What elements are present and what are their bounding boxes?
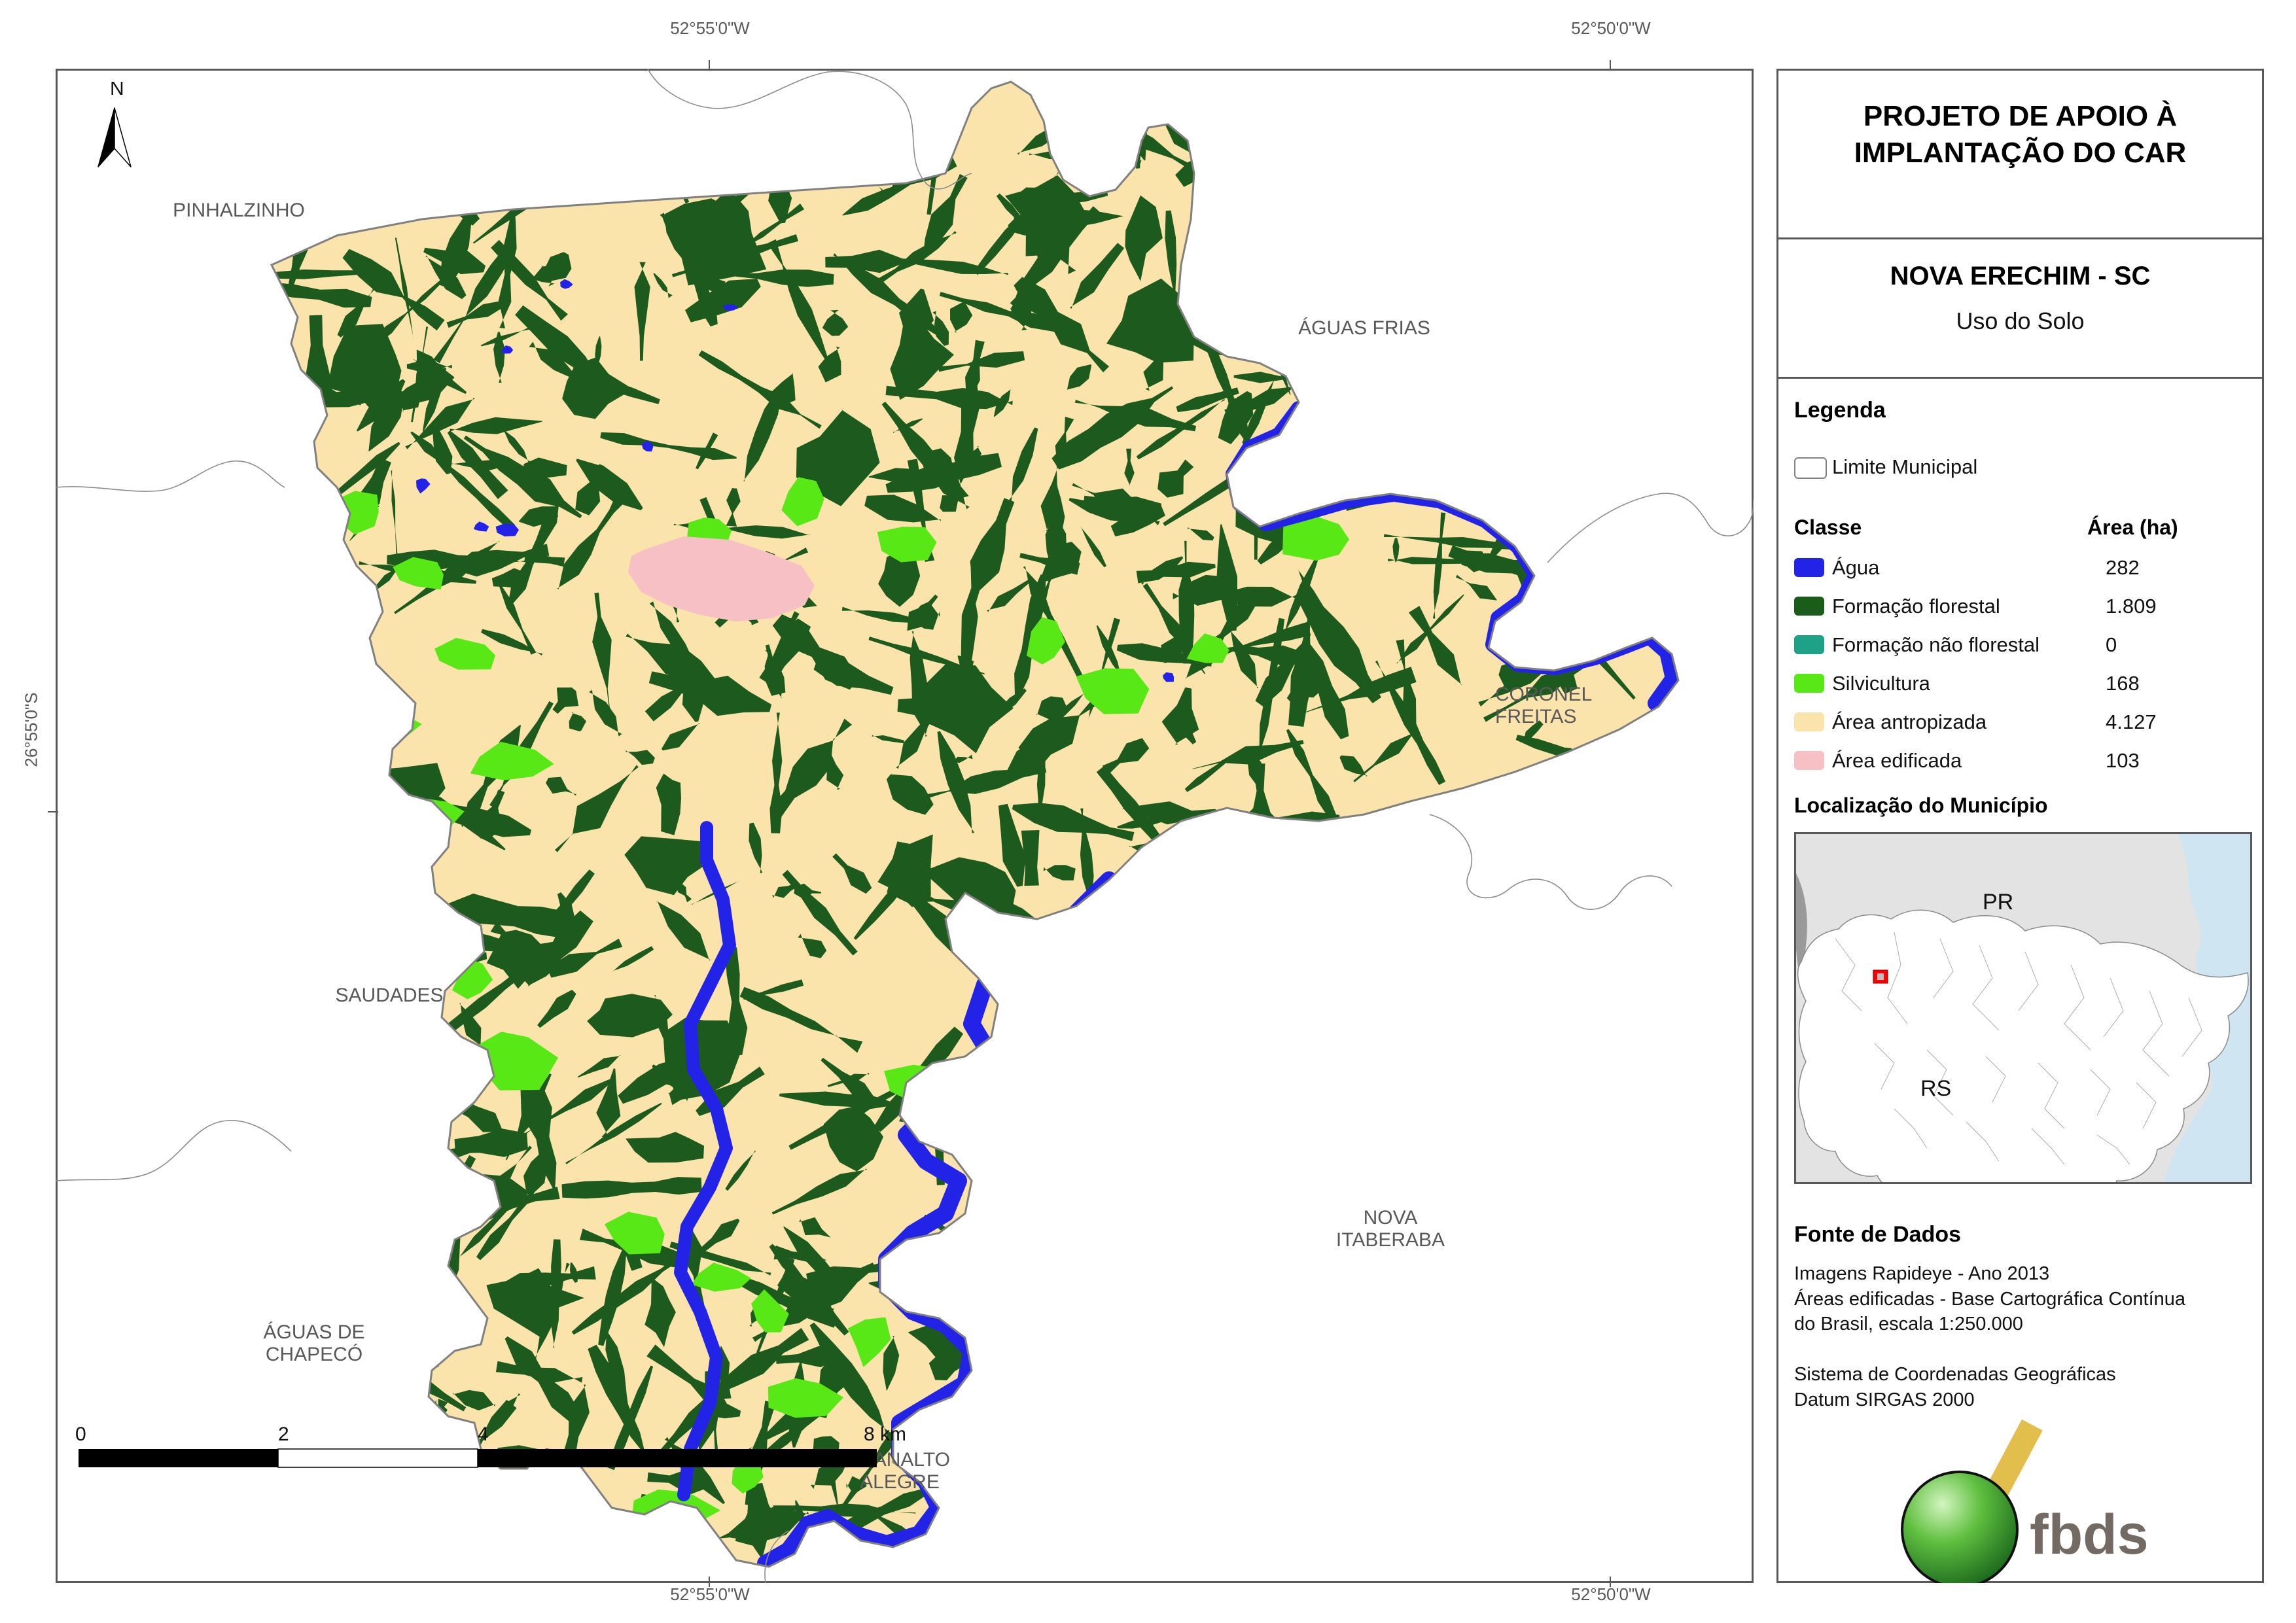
- svg-text:PR: PR: [1983, 890, 2013, 915]
- svg-text:8 km: 8 km: [864, 1426, 906, 1445]
- svg-text:2: 2: [278, 1426, 289, 1445]
- svg-text:N: N: [110, 82, 124, 99]
- svg-text:0: 0: [75, 1426, 86, 1445]
- svg-text:RS: RS: [1920, 1076, 1951, 1101]
- svg-text:fbds: fbds: [2030, 1503, 2149, 1566]
- svg-text:4: 4: [478, 1426, 489, 1445]
